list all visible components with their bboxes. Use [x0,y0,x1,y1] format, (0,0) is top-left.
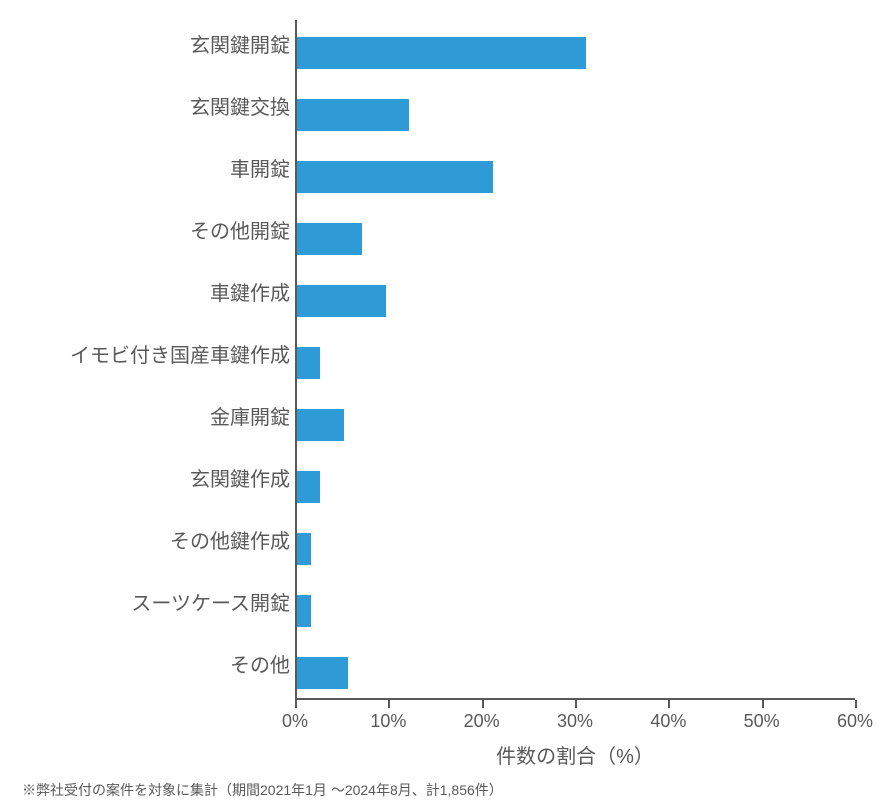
x-tick [388,700,390,708]
x-tick-label: 60% [837,711,873,732]
bar-row [295,26,855,88]
category-label: 車開錠 [10,150,290,190]
bar-row [295,584,855,646]
bar-row [295,336,855,398]
bar-row [295,522,855,584]
category-label: スーツケース開錠 [10,584,290,624]
category-label: イモビ付き国産車鍵作成 [10,336,290,376]
bar [297,99,409,131]
bar [297,223,362,255]
x-tick [855,700,857,708]
x-axis-title: 件数の割合（%） [295,740,855,769]
x-tick-label: 40% [650,711,686,732]
bar [297,471,320,503]
bar-row [295,150,855,212]
x-tick-label: 0% [282,711,308,732]
category-label: 車鍵作成 [10,274,290,314]
category-label: 金庫開錠 [10,398,290,438]
category-label: その他開錠 [10,212,290,252]
category-label: 玄関鍵交換 [10,88,290,128]
category-label: 玄関鍵開錠 [10,26,290,66]
x-tick-label: 10% [370,711,406,732]
bar-row [295,460,855,522]
x-tick [575,700,577,708]
x-tick [295,700,297,708]
bar-row [295,646,855,708]
bar [297,409,344,441]
x-tick [482,700,484,708]
x-tick [668,700,670,708]
bar [297,533,311,565]
bar [297,161,493,193]
footnote-text: ※弊社受付の案件を対象に集計（期間2021年1月 〜2024年8月、計1,856… [22,780,503,800]
bar [297,285,386,317]
bar [297,347,320,379]
bar-row [295,88,855,150]
chart-container: 0%10%20%30%40%50%60% 玄関鍵開錠玄関鍵交換車開錠その他開錠車… [20,10,870,760]
bar [297,657,348,689]
bar-row [295,398,855,460]
x-tick [762,700,764,708]
category-label: その他鍵作成 [10,522,290,562]
bar-row [295,274,855,336]
bar [297,595,311,627]
x-tick-label: 30% [557,711,593,732]
category-label: 玄関鍵作成 [10,460,290,500]
bar [297,37,586,69]
x-tick-label: 20% [464,711,500,732]
x-tick-label: 50% [744,711,780,732]
bar-row [295,212,855,274]
category-label: その他 [10,646,290,686]
plot-area: 0%10%20%30%40%50%60% [295,20,855,700]
